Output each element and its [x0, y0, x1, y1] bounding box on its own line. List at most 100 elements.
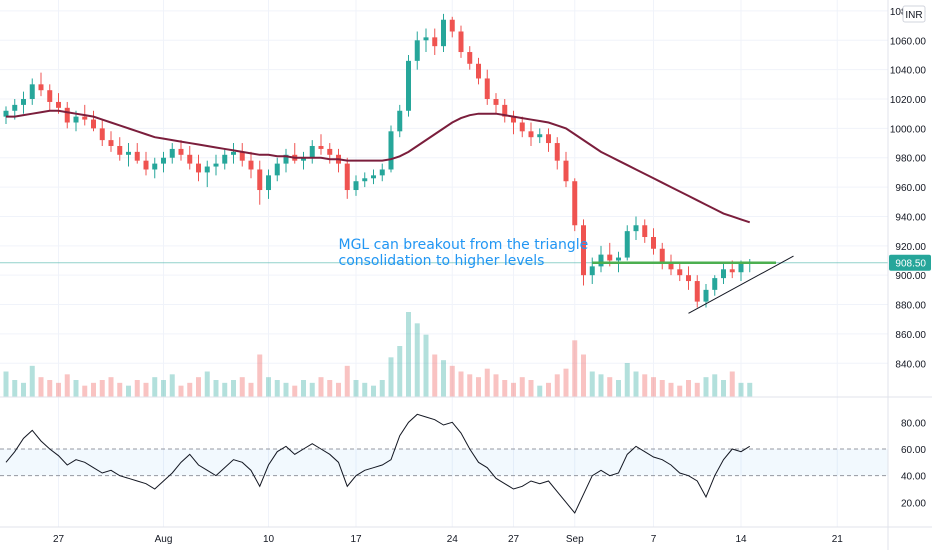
candle-body	[56, 101, 61, 108]
volume-bar	[3, 371, 9, 397]
candle-body	[64, 107, 70, 123]
volume-bar	[126, 385, 131, 397]
candle-body	[721, 269, 726, 279]
price-tag-box	[889, 254, 931, 271]
candle-body	[283, 154, 289, 164]
candle-body	[196, 163, 201, 173]
volume-bar	[178, 385, 184, 397]
candle-body	[581, 225, 586, 276]
time-tick-label: 21	[832, 534, 844, 545]
candle-body	[458, 31, 464, 53]
volume-bar	[301, 380, 306, 397]
volume-bar	[12, 380, 18, 397]
candle-body	[379, 169, 385, 176]
volume-bar	[99, 380, 105, 397]
price-tick-label: 1020.00	[890, 95, 927, 106]
time-tick-label: 24	[447, 534, 459, 545]
volume-bar	[169, 374, 175, 397]
candle-body	[73, 116, 79, 123]
volume-bar	[336, 382, 341, 397]
rsi-band	[0, 449, 888, 476]
rsi-tick-label: 80.00	[901, 418, 926, 429]
annotation-text: MGL can breakout from the triangle	[339, 237, 589, 253]
candle-body	[432, 37, 438, 47]
price-tick-label: 1040.00	[890, 66, 927, 77]
volume-bar	[29, 365, 35, 397]
price-tick-label: 960.00	[895, 183, 926, 194]
trendline-drawings[interactable]	[592, 255, 794, 314]
volume-bar	[353, 380, 359, 397]
volume-bar	[414, 323, 420, 397]
volume-bar	[38, 377, 44, 397]
volume-bar	[318, 377, 324, 397]
volume-bar	[283, 382, 289, 397]
candle-body	[29, 84, 35, 100]
price-tick-label: 980.00	[895, 154, 926, 165]
volume-bar	[239, 377, 245, 397]
candle-body	[423, 37, 429, 41]
candle-body	[3, 110, 9, 117]
volume-bar	[642, 374, 648, 397]
volume-bar	[161, 380, 166, 397]
volume-bar	[21, 382, 26, 397]
volume-bar	[668, 382, 674, 397]
candle-body	[91, 119, 96, 129]
rsi-line	[5, 413, 751, 514]
candle-body	[318, 145, 324, 149]
volume-bar	[633, 371, 639, 397]
candle-body	[572, 181, 578, 226]
currency-badge-box	[902, 5, 926, 23]
price-tick-label: 880.00	[895, 301, 926, 312]
labels: 10 80.00 1060.00 1040.00 1020.00 1000.00 980.0…	[53, 5, 931, 545]
moving-average-layer	[6, 109, 751, 224]
volume-bar	[563, 368, 569, 397]
rsi-tick-label: 40.00	[901, 472, 926, 483]
candle-body	[99, 128, 105, 141]
candle-body	[616, 257, 621, 261]
candle-body	[677, 269, 683, 276]
volume-bar	[581, 354, 586, 397]
candle-body	[187, 154, 193, 164]
candle-body	[414, 40, 420, 61]
candle-body	[134, 151, 140, 161]
volume-bar	[686, 380, 691, 397]
volume-bar	[91, 382, 96, 397]
candle-body	[301, 157, 306, 161]
candle-body	[12, 104, 18, 111]
time-tick-label: 27	[508, 534, 520, 545]
candle-body	[738, 263, 744, 273]
candle-body	[729, 269, 735, 273]
volume-bar	[73, 380, 79, 397]
candle-body	[222, 154, 228, 164]
candle-body	[257, 169, 263, 191]
volume-bar	[528, 380, 534, 397]
time-tick-label: 17	[350, 534, 362, 545]
price-tag-value: 908.50	[895, 259, 926, 270]
price-tick-label: 1060.00	[890, 36, 927, 47]
price-tick-label: 860.00	[895, 330, 926, 341]
volume-bar	[616, 380, 621, 397]
candle-body	[82, 116, 88, 120]
volume-bar	[397, 346, 403, 397]
volume-bar	[589, 371, 595, 397]
candle-body	[344, 163, 350, 191]
volume-bar	[222, 382, 228, 397]
support-trendline	[688, 255, 794, 314]
time-tick-label: Aug	[155, 534, 173, 545]
volume-bar	[441, 360, 446, 397]
candle-body	[668, 263, 674, 270]
candle-body	[589, 266, 595, 276]
candle-body	[204, 166, 210, 173]
volume-bar	[554, 374, 560, 397]
volume-bar	[537, 385, 543, 397]
candle-body	[554, 143, 560, 161]
volume-bar	[292, 385, 298, 397]
moving-average-line	[6, 109, 751, 224]
volume-bar	[344, 365, 350, 397]
candle-body	[117, 145, 123, 155]
volume-bar	[108, 377, 114, 397]
volume-bar	[677, 385, 683, 397]
volume-bar	[231, 380, 236, 397]
candle-body	[274, 163, 280, 176]
